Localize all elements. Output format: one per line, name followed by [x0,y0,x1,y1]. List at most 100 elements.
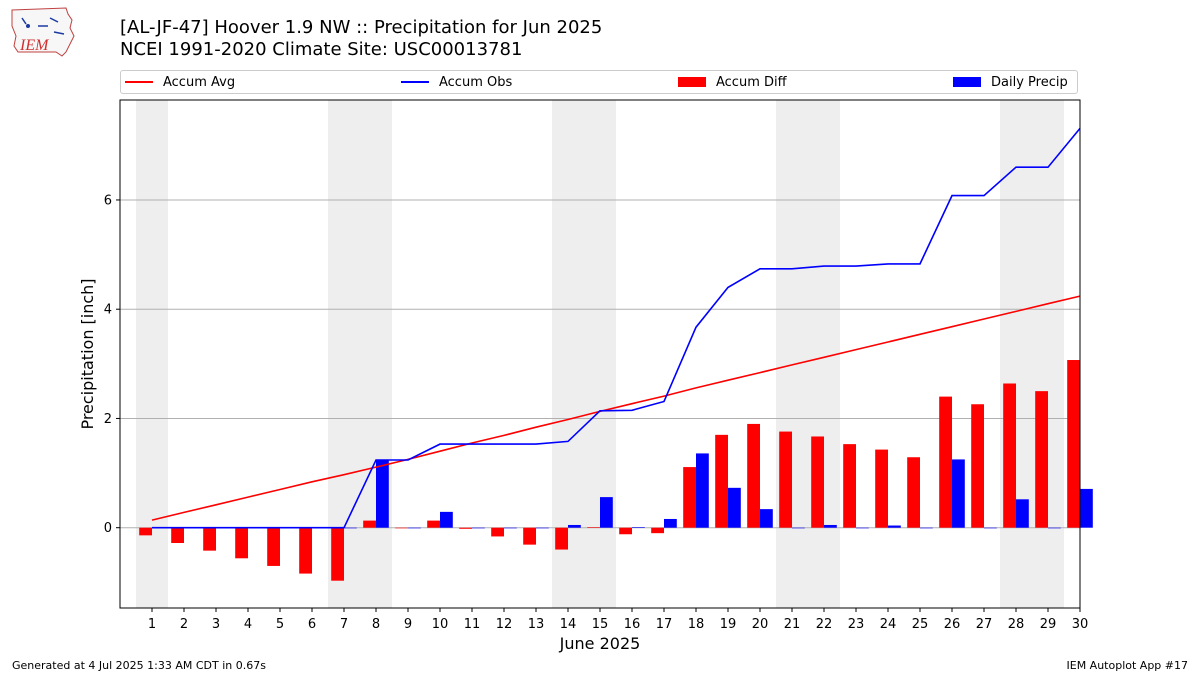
accum-diff-bar-1 [139,527,152,536]
y-tick-label-0: 0 [104,521,112,536]
x-tick-label-7: 7 [340,617,348,632]
x-tick-label-25: 25 [912,617,929,632]
x-axis-label: June 2025 [559,634,641,653]
daily-precip-bar-22 [824,524,837,528]
accum-diff-bar-2 [171,527,184,543]
x-tick-label-29: 29 [1040,617,1057,632]
x-tick-label-16: 16 [624,617,641,632]
daily-precip-bar-16 [632,527,645,528]
daily-precip-bar-30 [1080,488,1093,528]
weekend-band-1 [136,100,168,608]
footer-generated: Generated at 4 Jul 2025 1:33 AM CDT in 0… [12,659,266,672]
daily-precip-bar-28 [1016,499,1029,528]
x-tick-label-1: 1 [148,617,156,632]
accum-diff-bar-11 [459,527,472,529]
legend-label-daily-precip: Daily Precip [991,74,1068,90]
y-tick-label-2: 2 [104,412,112,427]
x-tick-label-14: 14 [560,617,577,632]
daily-precip-bar-11 [472,527,485,529]
accum-diff-bar-17 [651,527,664,534]
daily-precip-bar-8 [376,459,389,528]
x-tick-label-9: 9 [404,617,412,632]
x-tick-label-6: 6 [308,617,316,632]
accum-obs-line [152,127,1081,529]
x-tick-label-27: 27 [976,617,993,632]
accum-diff-bar-14 [555,527,568,550]
y-tick-label-6: 6 [104,193,112,208]
legend-label-accum-obs: Accum Obs [439,74,513,90]
accum-diff-bar-18 [683,467,696,528]
daily-precip-bar-23 [856,527,869,529]
x-tick-label-18: 18 [688,617,705,632]
x-tick-label-4: 4 [244,617,252,632]
legend-label-accum-diff: Accum Diff [716,74,787,90]
accum-diff-bar-22 [811,436,824,528]
daily-precip-bar-15 [600,497,613,528]
accum-diff-bar-7 [331,527,344,581]
legend-swatch-accum-diff [678,77,706,87]
accum-diff-bar-27 [971,404,984,528]
accum-diff-bar-24 [875,449,888,528]
legend-item-accum-avg: Accum Avg [125,74,235,90]
daily-precip-bar-24 [888,525,901,528]
legend-item-daily-precip: Daily Precip [953,74,1068,90]
chart-title: [AL-JF-47] Hoover 1.9 NW :: Precipitatio… [120,17,603,38]
x-tick-label-5: 5 [276,617,284,632]
accum-diff-bar-6 [299,527,312,574]
accum-diff-bar-12 [491,527,504,537]
accum-diff-bar-26 [939,396,952,528]
x-tick-label-21: 21 [784,617,801,632]
daily-precip-bar-29 [1048,527,1061,529]
daily-precip-bar-20 [760,509,773,528]
accum-diff-bar-15 [587,527,600,528]
daily-precip-bar-19 [728,487,741,528]
x-tick-label-13: 13 [528,617,545,632]
daily-precip-bar-18 [696,453,709,528]
accum-diff-bar-25 [907,457,920,528]
accum-diff-bar-5 [267,527,280,566]
accum-diff-bar-20 [747,423,760,528]
daily-precip-bar-10 [440,511,453,528]
x-tick-label-10: 10 [432,617,449,632]
x-tick-label-26: 26 [944,617,961,632]
accum-diff-bar-21 [779,431,792,528]
chart-legend: Accum Avg Accum Obs Accum Diff Daily Pre… [120,70,1078,94]
weekend-band-21 [776,100,808,608]
x-tick-label-3: 3 [212,617,220,632]
daily-precip-bar-14 [568,524,581,528]
accum-diff-bar-13 [523,527,536,545]
accum-diff-bar-29 [1035,391,1048,528]
accum-diff-bar-8 [363,520,376,528]
weekend-band-15 [584,100,616,608]
accum-diff-bar-3 [203,527,216,551]
accum-diff-bar-28 [1003,383,1016,528]
accum-diff-bar-23 [843,444,856,528]
y-tick-label-4: 4 [104,303,112,318]
accum-diff-bar-19 [715,434,728,528]
x-tick-label-22: 22 [816,617,833,632]
x-tick-label-20: 20 [752,617,769,632]
daily-precip-bar-21 [792,527,805,529]
legend-swatch-accum-avg [125,81,153,83]
x-tick-label-11: 11 [464,617,481,632]
accum-avg-line [151,295,1081,521]
legend-swatch-daily-precip [953,77,981,87]
daily-precip-bar-7 [344,527,357,529]
legend-item-accum-obs: Accum Obs [401,74,512,90]
weekend-band-8 [360,100,392,608]
legend-item-accum-diff: Accum Diff [678,74,787,90]
x-tick-label-30: 30 [1072,617,1089,632]
x-tick-label-28: 28 [1008,617,1025,632]
x-tick-label-17: 17 [656,617,673,632]
logo-text: IEM [19,37,50,54]
weekend-band-29 [1032,100,1064,608]
accum-diff-bar-10 [427,520,440,528]
iem-logo: IEM [11,7,75,57]
footer-app: IEM Autoplot App #17 [1066,659,1189,672]
x-tick-label-12: 12 [496,617,513,632]
x-tick-label-19: 19 [720,617,737,632]
accum-diff-bar-4 [235,527,248,559]
x-tick-label-24: 24 [880,617,897,632]
accum-diff-bar-30 [1067,360,1080,528]
